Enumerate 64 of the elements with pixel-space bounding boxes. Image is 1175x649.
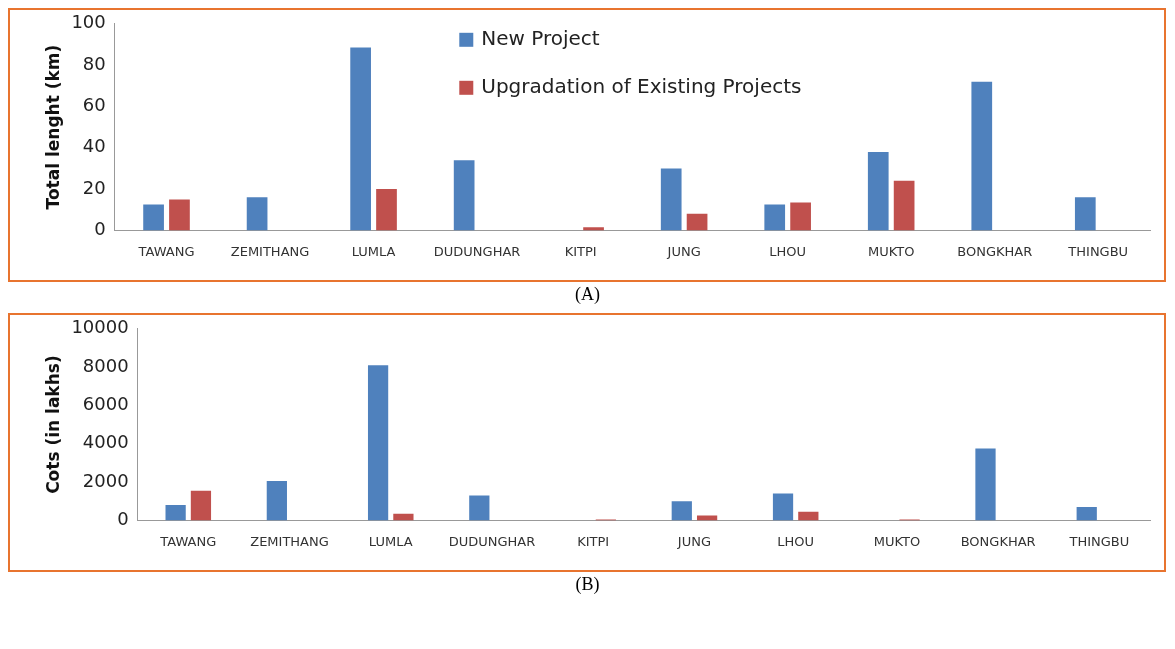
x-tick-label: KITPI [577, 533, 610, 549]
x-tick-label: THINGBU [1067, 243, 1129, 259]
bar [867, 151, 889, 231]
bar [1074, 197, 1096, 231]
y-axis-title: Cots (in lakhs) [42, 355, 63, 494]
bar [671, 501, 692, 521]
y-tick-label: 20 [82, 176, 106, 198]
y-tick-label: 40 [82, 135, 106, 157]
x-tick-label: JUNG [666, 243, 701, 259]
x-tick-label: LHOU [777, 533, 815, 549]
bar [367, 365, 389, 521]
bar [453, 160, 475, 231]
text: (A) [574, 284, 601, 305]
x-tick-label: BONGKHAR [960, 533, 1036, 549]
bar [660, 168, 682, 231]
y-tick-label: 4000 [82, 431, 129, 453]
bar [893, 180, 915, 231]
y-tick-label: 60 [82, 94, 106, 116]
text: (B) [574, 574, 601, 595]
x-tick-label: LHOU [769, 243, 807, 259]
x-tick-label: MUKTO [867, 243, 915, 259]
x-tick-label: TAWANG [137, 243, 195, 259]
y-tick-label: 0 [117, 508, 129, 530]
y-tick-label: 10000 [71, 316, 129, 338]
bar [190, 490, 212, 521]
x-tick-label: TAWANG [159, 533, 217, 549]
bar [393, 513, 414, 521]
y-tick-label: 6000 [82, 393, 129, 415]
bar [376, 189, 397, 231]
x-tick-label: JUNG [676, 533, 712, 549]
bar [169, 199, 190, 231]
x-tick-label: ZEMITHANG [230, 243, 310, 259]
x-tick-label: DUDUNGHAR [433, 243, 521, 259]
x-tick-label: DUDUNGHAR [448, 533, 536, 549]
bar [686, 213, 708, 231]
bar [764, 204, 786, 231]
y-tick-label: 2000 [82, 469, 129, 491]
bar [1076, 506, 1097, 521]
y-tick-label: 100 [71, 11, 106, 33]
bar [798, 511, 819, 521]
x-tick-label: LUMLA [368, 533, 413, 549]
bar [165, 505, 186, 521]
x-tick-label: BONGKHAR [957, 243, 1033, 259]
x-tick-label: KITPI [564, 243, 597, 259]
legend-label: New Project [481, 26, 600, 50]
x-tick-label: ZEMITHANG [250, 533, 329, 549]
y-tick-label: 0 [94, 218, 106, 240]
y-tick-label: 80 [82, 52, 106, 74]
bar [975, 448, 996, 521]
y-axis-title: Total lenght (km) [42, 44, 63, 210]
bar [246, 197, 268, 231]
x-tick-label: THINGBU [1068, 533, 1130, 549]
x-tick-label: MUKTO [873, 533, 921, 549]
y-tick-label: 8000 [82, 354, 129, 376]
bar [350, 47, 371, 231]
x-tick-label: LUMLA [351, 243, 396, 259]
bar [143, 204, 164, 231]
bar [790, 202, 811, 231]
bar [772, 493, 794, 521]
bar [971, 81, 993, 231]
bar [469, 495, 490, 521]
legend-label: Upgradation of Existing Projects [481, 74, 802, 98]
bar [583, 227, 604, 231]
bar [266, 481, 287, 521]
